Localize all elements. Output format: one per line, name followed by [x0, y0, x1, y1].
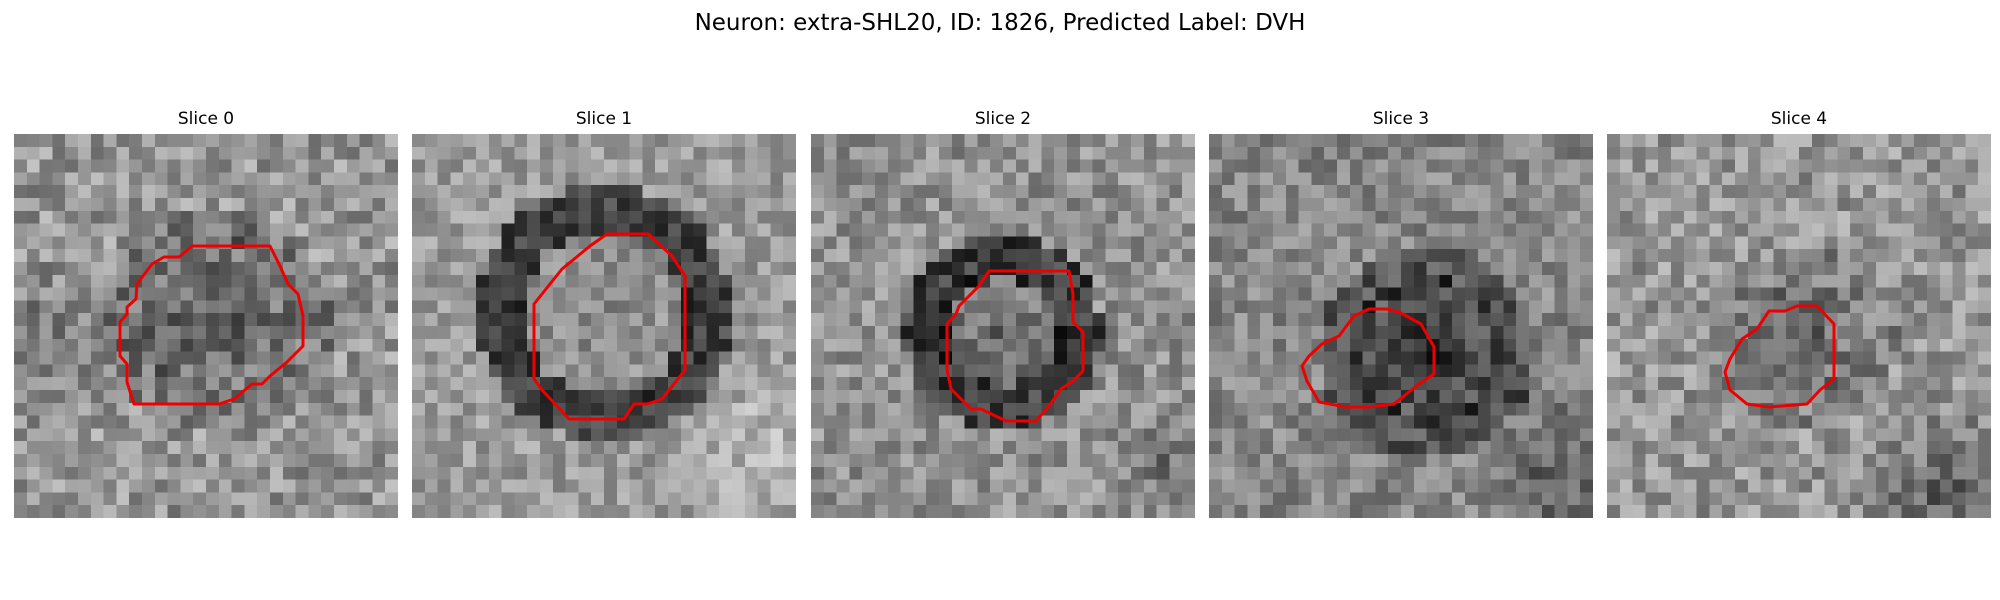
slice-title: Slice 0: [177, 109, 235, 129]
slice-title: Slice 1: [575, 109, 633, 129]
figure-title: Neuron: extra-SHL20, ID: 1826, Predicted…: [694, 10, 1306, 36]
grayscale-microscopy-image: [14, 134, 398, 518]
cell-contour: [532, 232, 687, 421]
cell-contour: [118, 244, 305, 406]
grayscale-microscopy-image: [412, 134, 796, 518]
slice-title: Slice 3: [1372, 109, 1430, 129]
grayscale-microscopy-image: [1209, 134, 1593, 518]
grayscale-microscopy-image: [811, 134, 1195, 518]
cell-contour: [1300, 307, 1436, 409]
cell-contour: [945, 269, 1085, 423]
cell-contour: [1723, 304, 1836, 409]
grayscale-microscopy-image: [1607, 134, 1991, 518]
slice-title: Slice 4: [1770, 109, 1828, 129]
slice-title: Slice 2: [974, 109, 1032, 129]
